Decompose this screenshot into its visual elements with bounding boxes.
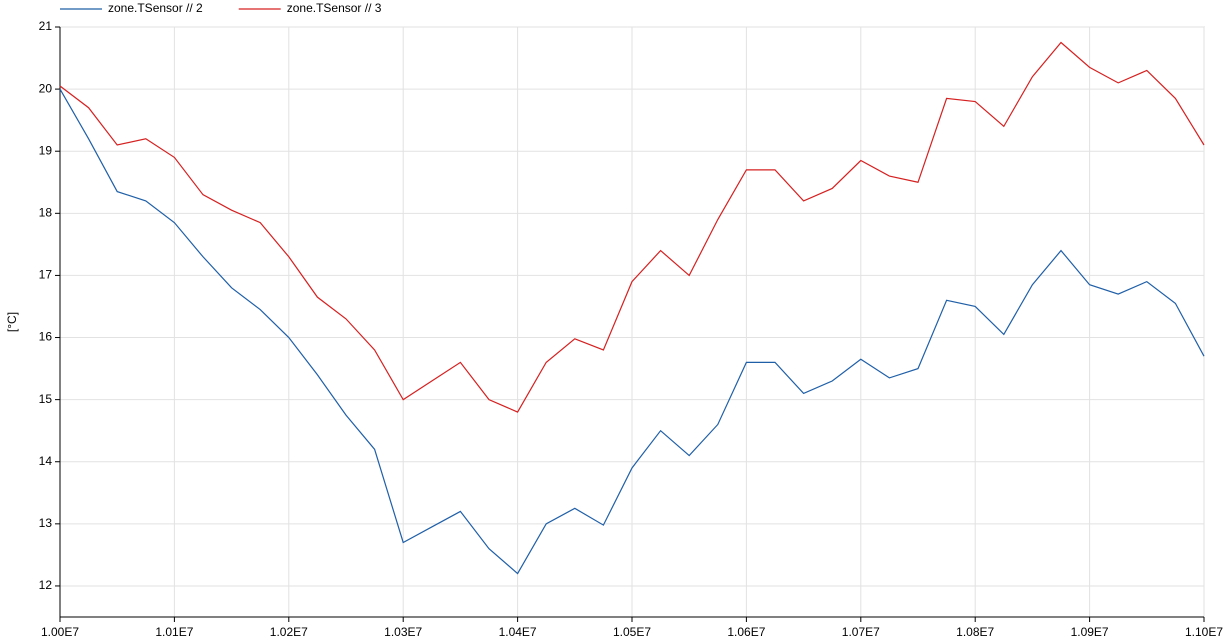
- x-tick-label: 1.02E7: [270, 625, 308, 639]
- y-tick-label: 12: [39, 578, 53, 592]
- x-tick-label: 1.08E7: [956, 625, 994, 639]
- x-tick-label: 1.00E7: [41, 625, 79, 639]
- y-tick-label: 18: [39, 205, 53, 219]
- line-series: [59, 41, 1205, 413]
- y-tick-label: 17: [39, 268, 53, 282]
- x-tick-label: 1.01E7: [155, 625, 193, 639]
- y-tick-label: 16: [39, 330, 53, 344]
- y-tick-label: 13: [39, 516, 53, 530]
- x-tick-label: 1.05E7: [613, 625, 651, 639]
- x-tick-label: 1.06E7: [727, 625, 765, 639]
- x-tick-label: 1.10E7: [1185, 625, 1223, 639]
- y-tick-label: 21: [39, 19, 53, 33]
- x-tick-label: 1.09E7: [1071, 625, 1109, 639]
- y-axis-label: [°C]: [5, 312, 19, 332]
- x-tick-label: 1.07E7: [842, 625, 880, 639]
- x-tick-label: 1.03E7: [384, 625, 422, 639]
- legend-label: zone.TSensor // 2: [108, 1, 203, 15]
- y-tick-label: 15: [39, 392, 53, 406]
- y-tick-label: 19: [39, 143, 53, 157]
- x-tick-label: 1.04E7: [499, 625, 537, 639]
- y-tick-label: 20: [39, 81, 53, 95]
- y-tick-label: 14: [39, 454, 53, 468]
- line-series: [59, 88, 1205, 575]
- legend-label: zone.TSensor // 3: [287, 1, 382, 15]
